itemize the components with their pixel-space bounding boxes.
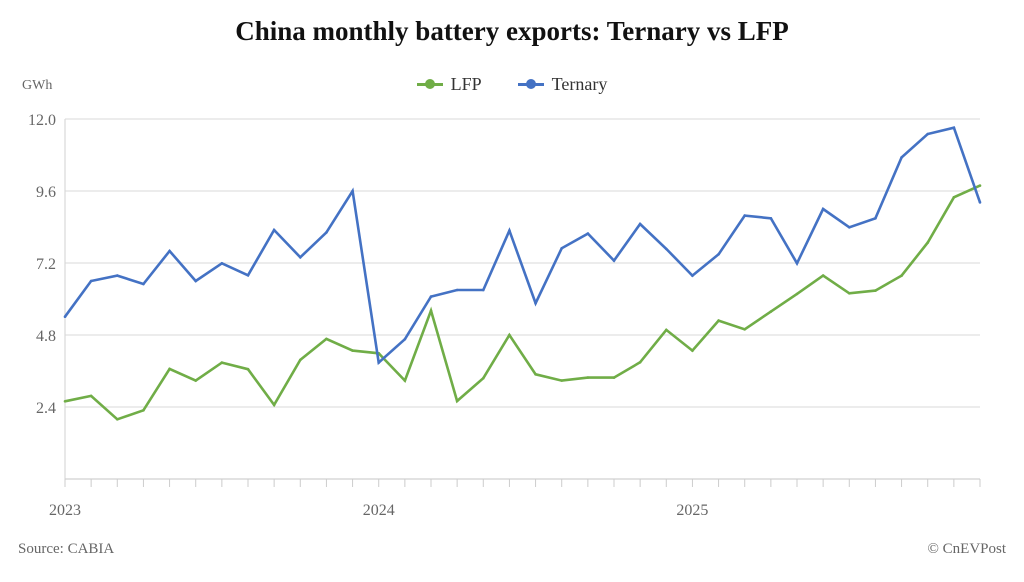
- data-point-ternary[interactable]: [377, 361, 381, 364]
- data-point-lfp[interactable]: [508, 333, 511, 337]
- data-point-lfp[interactable]: [455, 399, 459, 403]
- y-tick-label: 12.0: [28, 112, 56, 129]
- data-point-ternary[interactable]: [795, 262, 799, 265]
- data-point-ternary[interactable]: [220, 262, 224, 265]
- y-axis-unit-label: GWh: [22, 78, 53, 93]
- x-tick-label: 2023: [49, 502, 81, 519]
- data-point-ternary[interactable]: [142, 282, 145, 286]
- data-point-ternary[interactable]: [429, 295, 433, 298]
- data-point-ternary[interactable]: [325, 231, 328, 234]
- data-point-lfp[interactable]: [325, 337, 328, 341]
- data-point-ternary[interactable]: [743, 214, 747, 217]
- data-point-lfp[interactable]: [272, 403, 276, 407]
- data-point-ternary[interactable]: [272, 228, 276, 232]
- data-point-lfp[interactable]: [978, 184, 982, 187]
- data-point-ternary[interactable]: [246, 274, 250, 277]
- data-point-ternary[interactable]: [874, 217, 877, 220]
- data-point-lfp[interactable]: [403, 379, 407, 382]
- legend-label-ternary: Ternary: [551, 74, 608, 94]
- data-point-lfp[interactable]: [900, 274, 903, 277]
- data-point-lfp[interactable]: [821, 274, 825, 277]
- legend: LFP Ternary: [0, 74, 1024, 95]
- data-point-lfp[interactable]: [612, 376, 616, 379]
- gridlines: [65, 118, 980, 408]
- data-point-ternary[interactable]: [168, 249, 171, 253]
- data-point-lfp[interactable]: [63, 400, 67, 403]
- data-point-ternary[interactable]: [952, 126, 956, 129]
- data-point-ternary[interactable]: [612, 259, 616, 262]
- legend-marker-ternary-icon: [517, 79, 544, 89]
- data-point-lfp[interactable]: [168, 367, 171, 371]
- data-point-ternary[interactable]: [89, 279, 93, 283]
- y-tick-label: 2.4: [36, 400, 56, 417]
- copyright-credit: © CnEVPost: [927, 541, 1007, 557]
- source-note: Source: CABIA: [18, 541, 115, 557]
- data-point-lfp[interactable]: [142, 409, 145, 412]
- data-point-ternary[interactable]: [847, 226, 851, 229]
- data-point-lfp[interactable]: [194, 379, 198, 382]
- data-point-lfp[interactable]: [664, 328, 668, 332]
- series-lines: [63, 126, 982, 421]
- data-point-ternary[interactable]: [769, 217, 773, 220]
- data-point-ternary[interactable]: [194, 279, 198, 283]
- data-point-ternary[interactable]: [351, 189, 354, 193]
- data-point-lfp[interactable]: [926, 241, 930, 244]
- data-point-ternary[interactable]: [586, 232, 590, 235]
- data-point-ternary[interactable]: [63, 315, 67, 319]
- data-point-lfp[interactable]: [769, 310, 773, 313]
- data-point-lfp[interactable]: [952, 196, 956, 199]
- data-point-lfp[interactable]: [795, 292, 799, 296]
- data-point-ternary[interactable]: [717, 253, 720, 256]
- data-point-ternary[interactable]: [638, 222, 642, 226]
- y-tick-label: 4.8: [36, 328, 56, 345]
- series-line-lfp[interactable]: [64, 184, 981, 421]
- data-point-ternary[interactable]: [508, 229, 511, 232]
- data-point-ternary[interactable]: [455, 288, 459, 292]
- y-tick-label: 7.2: [36, 256, 56, 273]
- data-point-lfp[interactable]: [638, 361, 642, 364]
- data-point-ternary[interactable]: [821, 207, 825, 211]
- data-point-lfp[interactable]: [220, 361, 224, 364]
- data-point-lfp[interactable]: [534, 373, 537, 376]
- legend-marker-lfp-icon: [416, 79, 443, 89]
- legend-label-lfp: LFP: [450, 74, 482, 94]
- legend-item-ternary[interactable]: Ternary: [517, 74, 608, 95]
- data-point-lfp[interactable]: [246, 367, 250, 371]
- data-point-ternary[interactable]: [298, 255, 302, 259]
- data-point-ternary[interactable]: [978, 201, 982, 204]
- data-point-lfp[interactable]: [586, 376, 590, 379]
- data-point-lfp[interactable]: [429, 309, 433, 313]
- data-point-lfp[interactable]: [847, 292, 851, 295]
- data-point-ternary[interactable]: [481, 288, 485, 292]
- x-tick-label: 2025: [676, 502, 708, 519]
- data-point-ternary[interactable]: [403, 337, 407, 341]
- series-line-ternary[interactable]: [63, 126, 982, 366]
- data-point-ternary[interactable]: [691, 274, 694, 277]
- chart-title: China monthly battery exports: Ternary v…: [235, 16, 789, 46]
- data-point-ternary[interactable]: [115, 274, 119, 277]
- data-point-lfp[interactable]: [298, 358, 302, 362]
- y-axis-ticks: 2.4 4.8 7.2 9.6 12.0: [28, 112, 56, 417]
- data-point-ternary[interactable]: [664, 247, 668, 251]
- data-point-ternary[interactable]: [534, 301, 537, 305]
- data-point-ternary[interactable]: [900, 156, 903, 159]
- data-point-lfp[interactable]: [115, 418, 119, 421]
- data-point-lfp[interactable]: [351, 349, 354, 352]
- data-point-ternary[interactable]: [560, 247, 564, 250]
- data-point-lfp[interactable]: [717, 319, 720, 322]
- y-tick-label: 9.6: [36, 184, 56, 201]
- data-point-lfp[interactable]: [560, 379, 564, 382]
- data-point-lfp[interactable]: [743, 328, 747, 331]
- legend-item-lfp[interactable]: LFP: [416, 74, 482, 95]
- data-point-lfp[interactable]: [89, 394, 93, 398]
- data-point-lfp[interactable]: [691, 349, 694, 352]
- x-tick-label: 2024: [363, 502, 395, 519]
- x-axis: 2023 2024 2025: [49, 119, 981, 519]
- data-point-lfp[interactable]: [481, 376, 485, 380]
- data-point-ternary[interactable]: [926, 132, 930, 136]
- data-point-lfp[interactable]: [874, 289, 877, 292]
